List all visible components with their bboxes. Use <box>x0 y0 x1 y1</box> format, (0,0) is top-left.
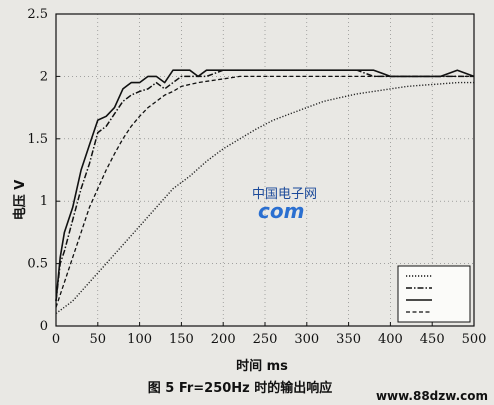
y-tick-label: 2 <box>40 69 48 84</box>
x-tick-label: 350 <box>336 332 361 347</box>
y-tick-label: 0.5 <box>27 257 48 272</box>
series-line-3 <box>55 75 474 308</box>
site-url: www.88dzw.com <box>376 389 488 403</box>
watermark-text: 中国电子网 <box>252 187 317 202</box>
series-line-1 <box>55 69 475 302</box>
x-tick-label: 250 <box>253 332 278 347</box>
x-tick-label: 400 <box>378 332 403 347</box>
y-tick-label: 1.5 <box>27 132 48 147</box>
x-tick-label: 50 <box>90 332 107 347</box>
legend <box>397 265 471 323</box>
x-tick-label: 100 <box>127 332 152 347</box>
x-tick-label: 300 <box>294 332 319 347</box>
y-tick-label: 1 <box>40 194 48 209</box>
x-tick-label: 200 <box>211 332 236 347</box>
watermark-logo: com <box>258 199 304 223</box>
x-axis-title: 时间 ms <box>236 358 288 374</box>
x-tick-label: 0 <box>52 332 60 347</box>
figure-caption: 图 5 Fr=250Hz 时的输出响应 <box>148 380 333 396</box>
series-layer <box>55 69 475 315</box>
legend-box <box>397 265 471 323</box>
y-axis-title: 电压 V <box>12 180 28 221</box>
series-line-4 <box>55 81 474 315</box>
x-tick-label: 150 <box>169 332 194 347</box>
x-tick-label: 450 <box>420 332 445 347</box>
x-tick-label: 500 <box>462 332 487 347</box>
y-tick-label: 2.5 <box>27 7 48 22</box>
y-tick-label: 0 <box>40 319 48 334</box>
ticks: 0 50 100 150 200 250 300 350 400 450 500 0 0.5 1 1.5 2 2… <box>27 7 486 347</box>
